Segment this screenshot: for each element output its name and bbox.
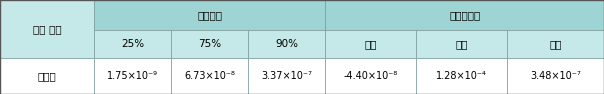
Text: 1.28×10⁻⁴: 1.28×10⁻⁴ (436, 71, 487, 81)
Text: 기술통계량: 기술통계량 (449, 10, 480, 20)
Bar (248, 58, 326, 94)
Text: 1.75×10⁻⁹: 1.75×10⁻⁹ (107, 71, 158, 81)
Bar (416, 30, 507, 58)
Text: 90%: 90% (275, 39, 298, 49)
Bar (94, 0, 326, 30)
Bar (0, 0, 94, 58)
Text: 6.73×10⁻⁸: 6.73×10⁻⁸ (184, 71, 235, 81)
Bar (326, 0, 604, 30)
Text: 일반군: 일반군 (37, 71, 56, 81)
Bar (171, 30, 248, 58)
Bar (416, 58, 507, 94)
Bar (171, 58, 248, 94)
Text: 최소: 최소 (365, 39, 377, 49)
Bar (94, 58, 171, 94)
Text: 75%: 75% (198, 39, 221, 49)
Text: 최대: 최대 (455, 39, 467, 49)
Text: 25%: 25% (121, 39, 144, 49)
Bar (0, 58, 94, 94)
Bar (507, 30, 604, 58)
Text: 대상 구분: 대상 구분 (33, 24, 61, 34)
Bar (507, 58, 604, 94)
Bar (326, 30, 416, 58)
Bar (326, 58, 416, 94)
Text: 3.37×10⁻⁷: 3.37×10⁻⁷ (262, 71, 312, 81)
Text: 백분위수: 백분위수 (198, 10, 222, 20)
Text: 평균: 평균 (549, 39, 562, 49)
Bar (94, 30, 171, 58)
Text: 3.48×10⁻⁷: 3.48×10⁻⁷ (530, 71, 580, 81)
Bar (248, 30, 326, 58)
Text: -4.40×10⁻⁸: -4.40×10⁻⁸ (344, 71, 398, 81)
